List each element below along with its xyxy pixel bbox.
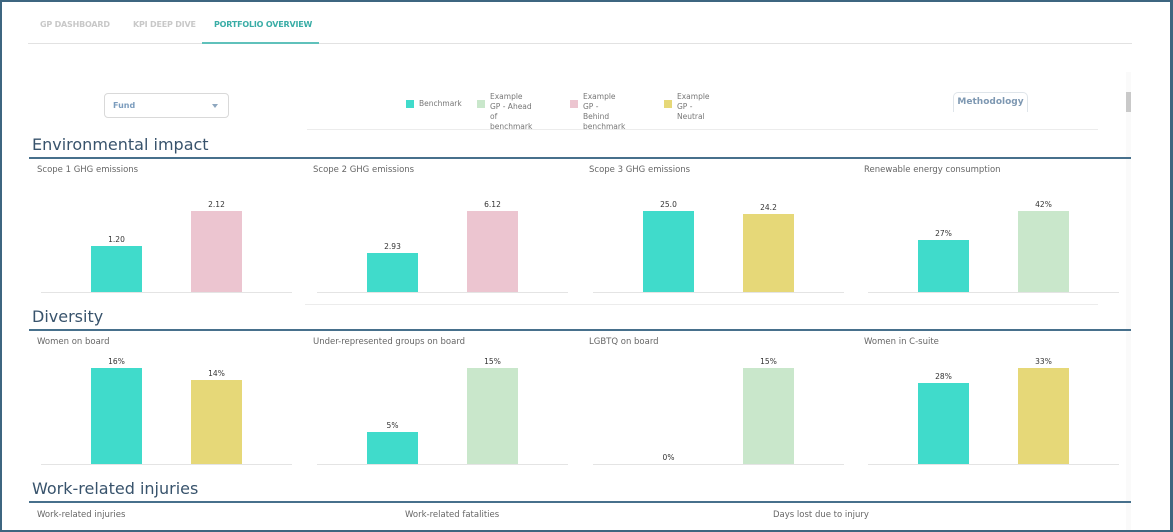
chart-baseline — [41, 292, 292, 293]
section-title-diversity: Diversity — [32, 307, 104, 326]
divider — [307, 129, 1098, 130]
bar-example-gp[interactable] — [743, 368, 794, 464]
bar-example-gp[interactable] — [467, 368, 518, 464]
bar-example-gp[interactable] — [467, 211, 518, 292]
bar-example-gp[interactable] — [1018, 368, 1069, 464]
chart-title: Renewable energy consumption — [864, 165, 1001, 175]
section-divider — [29, 329, 1131, 331]
chart-title-work-related-injuries: Work-related injuries — [37, 510, 126, 520]
bar-benchmark[interactable] — [91, 368, 142, 464]
fund-select-value: Fund — [113, 101, 136, 110]
section-divider — [29, 501, 1131, 503]
chart-title: LGBTQ on board — [589, 337, 659, 347]
legend-swatch-neutral — [664, 100, 672, 108]
active-tab-indicator — [202, 42, 319, 44]
chart-baseline — [41, 464, 292, 465]
chart-baseline — [593, 464, 844, 465]
legend-swatch-behind — [570, 100, 578, 108]
bar-benchmark[interactable] — [367, 432, 418, 464]
chart-baseline — [868, 464, 1119, 465]
section-title-injuries: Work-related injuries — [32, 479, 199, 498]
legend-swatch-ahead — [477, 100, 485, 108]
methodology-button[interactable]: Methodology — [953, 92, 1028, 112]
bar-data-label: 33% — [1035, 357, 1052, 366]
chart-title: Under-represented groups on board — [313, 337, 466, 347]
bar-data-label: 0% — [662, 453, 675, 462]
bar-data-label: 2.12 — [208, 200, 225, 209]
bar-example-gp[interactable] — [191, 211, 242, 292]
legend-label: Example GP - Ahead of benchmark — [490, 92, 533, 131]
bar-data-label: 14% — [208, 369, 225, 378]
legend-label: Example GP - Behind benchmark — [583, 92, 626, 131]
chart-title: Women on board — [37, 337, 110, 347]
bar-benchmark[interactable] — [91, 246, 142, 292]
chart-title: Scope 2 GHG emissions — [313, 165, 415, 175]
bar-data-label: 28% — [935, 372, 952, 381]
bar-data-label: 16% — [108, 357, 125, 366]
bar-chart-scope-3-ghg-emissions: Scope 3 GHG emissions 25.0 24.2 — [589, 165, 849, 294]
section-divider — [29, 157, 1131, 159]
bar-data-label: 6.12 — [484, 200, 501, 209]
bar-example-gp[interactable] — [191, 380, 242, 464]
bar-benchmark[interactable] — [643, 211, 694, 292]
bar-data-label: 42% — [1035, 200, 1052, 209]
tab-bar: GP DASHBOARD KPI DEEP DIVE PORTFOLIO OVE… — [28, 10, 1132, 44]
bar-benchmark[interactable] — [367, 253, 418, 292]
tab-gp-dashboard[interactable]: GP DASHBOARD — [40, 20, 110, 29]
bar-data-label: 27% — [935, 229, 952, 238]
bar-chart-lgbtq-on-board: LGBTQ on board 0% 15% — [589, 337, 849, 466]
chart-title: Scope 3 GHG emissions — [589, 165, 691, 175]
legend-label: Example GP - Neutral — [677, 92, 710, 121]
divider — [305, 304, 1098, 305]
bar-data-label: 5% — [386, 421, 399, 430]
bar-chart-women-on-board: Women on board 16% 14% — [37, 337, 297, 466]
bar-chart-renewable-energy-consumption: Renewable energy consumption 27% 42% — [864, 165, 1124, 294]
chart-title: Scope 1 GHG emissions — [37, 165, 139, 175]
bar-data-label: 25.0 — [660, 200, 677, 209]
bar-example-gp[interactable] — [1018, 211, 1069, 292]
chart-title: Women in C-suite — [864, 337, 939, 347]
chart-baseline — [593, 292, 844, 293]
chart-title-work-related-fatalities: Work-related fatalities — [405, 510, 500, 520]
chart-baseline — [868, 292, 1119, 293]
scrollbar-track[interactable] — [1126, 72, 1131, 530]
legend-label: Benchmark — [419, 99, 462, 108]
legend-swatch-benchmark — [406, 100, 414, 108]
bar-data-label: 15% — [760, 357, 777, 366]
chart-baseline — [317, 464, 568, 465]
bar-chart-scope-2-ghg-emissions: Scope 2 GHG emissions 2.93 6.12 — [313, 165, 573, 294]
bar-benchmark[interactable] — [918, 383, 969, 464]
bar-data-label: 24.2 — [760, 203, 777, 212]
section-title-environmental: Environmental impact — [32, 135, 209, 154]
bar-data-label: 15% — [484, 357, 501, 366]
bar-chart-scope-1-ghg-emissions: Scope 1 GHG emissions 1.20 2.12 — [37, 165, 297, 294]
bar-data-label: 2.93 — [384, 242, 401, 251]
bar-chart-women-in-c-suite: Women in C-suite 28% 33% — [864, 337, 1124, 466]
chart-title-days-lost: Days lost due to injury — [773, 510, 869, 520]
chart-baseline — [317, 292, 568, 293]
bar-data-label: 1.20 — [108, 235, 125, 244]
bar-benchmark[interactable] — [918, 240, 969, 292]
caret-down-icon — [212, 104, 218, 108]
bar-example-gp[interactable] — [743, 214, 794, 292]
fund-select[interactable]: Fund — [104, 93, 229, 118]
tab-portfolio-overview[interactable]: PORTFOLIO OVERVIEW — [214, 20, 313, 29]
scrollbar-thumb[interactable] — [1126, 92, 1131, 112]
bar-chart-under-represented-groups-on-board: Under-represented groups on board 5% 15% — [313, 337, 573, 466]
tab-kpi-deep-dive[interactable]: KPI DEEP DIVE — [133, 20, 196, 29]
